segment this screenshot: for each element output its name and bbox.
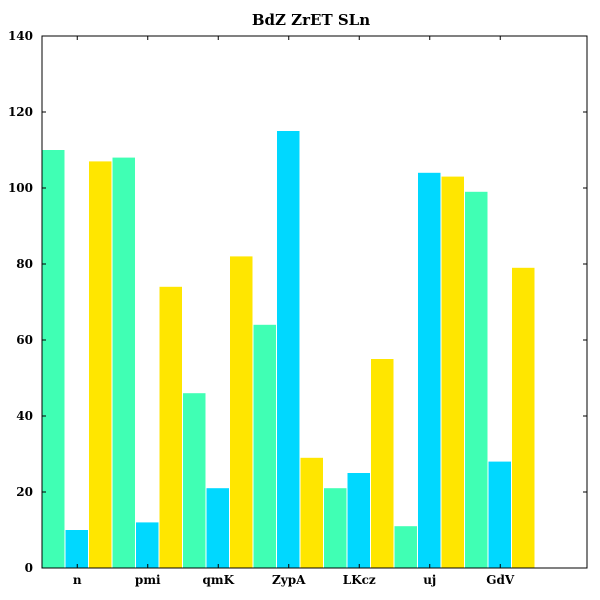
y-axis: 0 20 40 60 80 100 120 140 xyxy=(8,29,587,575)
bar-ZypA-series-1 xyxy=(253,324,276,568)
bar-ZypA-series-3 xyxy=(300,457,323,568)
y-tick-label: 40 xyxy=(16,409,33,423)
bar-n-series-2 xyxy=(65,530,88,568)
bar-LKcz-series-1 xyxy=(324,488,347,568)
x-tick-label: n xyxy=(73,573,82,587)
x-tick-label: uj xyxy=(423,573,436,587)
bar-uj-series-1 xyxy=(394,526,417,568)
bar-pmi-series-3 xyxy=(159,286,182,568)
x-axis: n pmi qmK ZypA LKcz uj GdV xyxy=(73,36,515,587)
bar-GdV-series-1 xyxy=(465,191,488,569)
bar-qmK-series-2 xyxy=(206,488,229,568)
y-tick-label: 20 xyxy=(16,485,33,499)
x-tick-label: GdV xyxy=(486,573,515,587)
bar-pmi-series-1 xyxy=(112,157,135,568)
x-tick-label: ZypA xyxy=(272,573,306,587)
bar-GdV-series-2 xyxy=(488,461,511,568)
y-tick-label: 80 xyxy=(16,257,33,271)
bar-uj-series-2 xyxy=(418,172,441,569)
y-tick-label: 0 xyxy=(25,561,33,575)
bar-uj-series-3 xyxy=(441,176,464,568)
y-tick-label: 100 xyxy=(8,181,33,195)
bars-group xyxy=(42,131,535,569)
bar-qmK-series-3 xyxy=(230,256,253,568)
bar-n-series-3 xyxy=(89,161,112,568)
x-tick-label: qmK xyxy=(202,573,234,587)
bar-n-series-1 xyxy=(42,150,65,568)
bar-pmi-series-2 xyxy=(136,522,159,568)
x-tick-label: pmi xyxy=(135,573,161,587)
bar-LKcz-series-3 xyxy=(371,359,394,568)
bar-LKcz-series-2 xyxy=(347,473,370,568)
y-tick-label: 120 xyxy=(8,105,33,119)
bar-qmK-series-1 xyxy=(183,393,206,568)
x-tick-label: LKcz xyxy=(343,573,376,587)
y-tick-label: 140 xyxy=(8,29,33,43)
y-tick-label: 60 xyxy=(16,333,33,347)
bar-GdV-series-3 xyxy=(512,267,535,568)
bar-ZypA-series-2 xyxy=(277,131,300,568)
chart-title: BdZ ZrET SLn xyxy=(252,11,370,29)
plot-frame xyxy=(41,35,588,569)
